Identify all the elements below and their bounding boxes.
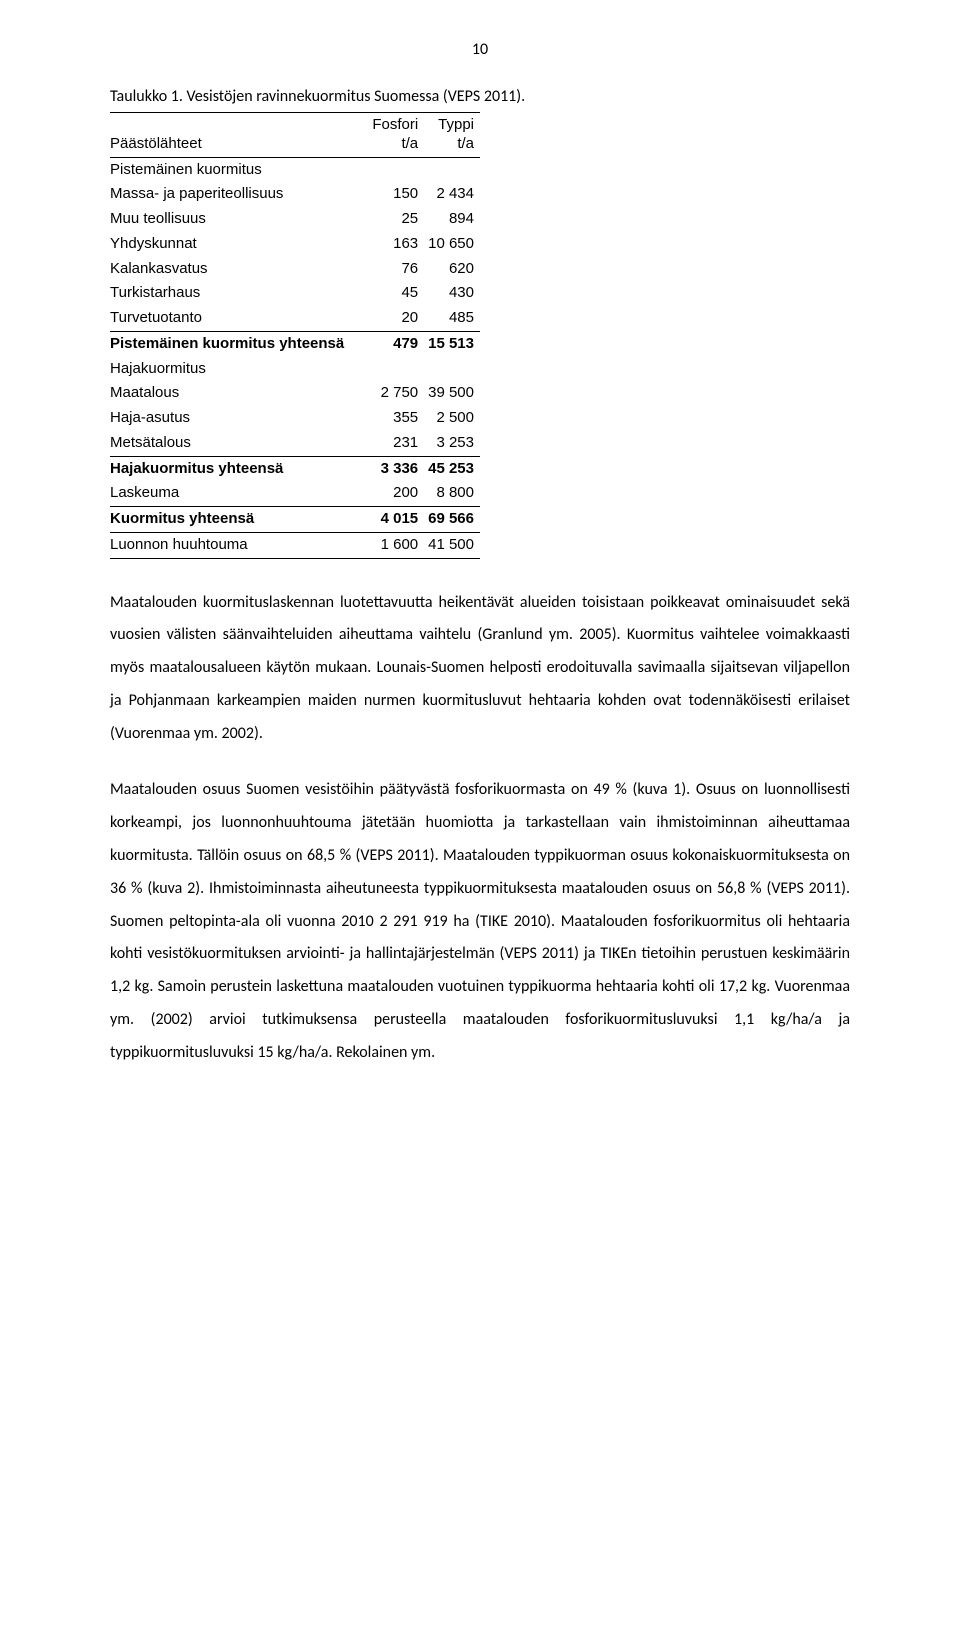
cell-c2: 3 253 — [424, 431, 480, 456]
header-col0: Päästölähteet — [110, 113, 368, 158]
header-col1-unit-bot: t/a — [401, 135, 418, 152]
data-table: Päästölähteet Fosfori t/a Typpi t/a Pist… — [110, 112, 480, 559]
header-col2-unit-bot: t/a — [457, 135, 474, 152]
cell-c2: 620 — [424, 257, 480, 282]
paragraph-1: Maatalouden kuormituslaskennan luotettav… — [110, 587, 850, 751]
cell-label: Muu teollisuus — [110, 207, 368, 232]
cell-c1: 231 — [368, 431, 424, 456]
cell-label: Laskeuma — [110, 481, 368, 506]
cell-c2: 430 — [424, 281, 480, 306]
cell-c1: 4 015 — [368, 507, 424, 533]
cell-c1 — [368, 357, 424, 382]
table-row: Pistemäinen kuormitus yhteensä 479 15 51… — [110, 331, 480, 356]
table-row: Hajakuormitus yhteensä 3 336 45 253 — [110, 456, 480, 481]
cell-label: Haja-asutus — [110, 406, 368, 431]
table-row: Turkistarhaus 45 430 — [110, 281, 480, 306]
cell-c1: 355 — [368, 406, 424, 431]
cell-label: Kalankasvatus — [110, 257, 368, 282]
header-col1: Fosfori t/a — [368, 113, 424, 158]
header-col2-unit-top: Typpi — [438, 116, 474, 133]
cell-label: Massa- ja paperiteollisuus — [110, 182, 368, 207]
header-col2: Typpi t/a — [424, 113, 480, 158]
table-row: Turvetuotanto 20 485 — [110, 306, 480, 331]
table-row: Haja-asutus 355 2 500 — [110, 406, 480, 431]
cell-c1: 3 336 — [368, 456, 424, 481]
table-row: Yhdyskunnat 163 10 650 — [110, 232, 480, 257]
cell-c2: 10 650 — [424, 232, 480, 257]
cell-label: Pistemäinen kuormitus yhteensä — [110, 331, 368, 356]
table-row: Kalankasvatus 76 620 — [110, 257, 480, 282]
table-header-row: Päästölähteet Fosfori t/a Typpi t/a — [110, 113, 480, 158]
cell-c1: 163 — [368, 232, 424, 257]
table-row: Muu teollisuus 25 894 — [110, 207, 480, 232]
cell-label: Hajakuormitus yhteensä — [110, 456, 368, 481]
cell-label: Maatalous — [110, 381, 368, 406]
cell-c1: 25 — [368, 207, 424, 232]
table-row: Laskeuma 200 8 800 — [110, 481, 480, 506]
paragraph-2: Maatalouden osuus Suomen vesistöihin pää… — [110, 774, 850, 1069]
cell-c2: 39 500 — [424, 381, 480, 406]
table-row: Metsätalous 231 3 253 — [110, 431, 480, 456]
cell-label: Turkistarhaus — [110, 281, 368, 306]
cell-c2: 485 — [424, 306, 480, 331]
cell-label: Metsätalous — [110, 431, 368, 456]
table-row: Kuormitus yhteensä 4 015 69 566 — [110, 507, 480, 533]
cell-c2: 41 500 — [424, 532, 480, 558]
cell-c1 — [368, 157, 424, 182]
page-number: 10 — [110, 40, 850, 59]
cell-c1: 1 600 — [368, 532, 424, 558]
page: 10 Taulukko 1. Vesistöjen ravinnekuormit… — [0, 0, 960, 1640]
cell-label: Pistemäinen kuormitus — [110, 157, 368, 182]
body-text: Maatalouden kuormituslaskennan luotettav… — [110, 587, 850, 1070]
cell-c1: 45 — [368, 281, 424, 306]
cell-label: Kuormitus yhteensä — [110, 507, 368, 533]
cell-c1: 200 — [368, 481, 424, 506]
cell-c2: 69 566 — [424, 507, 480, 533]
header-col1-unit-top: Fosfori — [372, 116, 418, 133]
table-caption: Taulukko 1. Vesistöjen ravinnekuormitus … — [110, 87, 850, 106]
cell-c2: 8 800 — [424, 481, 480, 506]
cell-c1: 20 — [368, 306, 424, 331]
cell-label: Luonnon huuhtouma — [110, 532, 368, 558]
cell-label: Turvetuotanto — [110, 306, 368, 331]
cell-c1: 150 — [368, 182, 424, 207]
cell-c2: 2 434 — [424, 182, 480, 207]
cell-c1: 2 750 — [368, 381, 424, 406]
cell-c1: 479 — [368, 331, 424, 356]
cell-label: Yhdyskunnat — [110, 232, 368, 257]
cell-c2: 894 — [424, 207, 480, 232]
cell-c2: 45 253 — [424, 456, 480, 481]
cell-c2 — [424, 157, 480, 182]
cell-c1: 76 — [368, 257, 424, 282]
cell-c2: 2 500 — [424, 406, 480, 431]
table-row: Maatalous 2 750 39 500 — [110, 381, 480, 406]
cell-label: Hajakuormitus — [110, 357, 368, 382]
table-row: Pistemäinen kuormitus — [110, 157, 480, 182]
cell-c2 — [424, 357, 480, 382]
table-row: Hajakuormitus — [110, 357, 480, 382]
table-row: Luonnon huuhtouma 1 600 41 500 — [110, 532, 480, 558]
cell-c2: 15 513 — [424, 331, 480, 356]
table-row: Massa- ja paperiteollisuus 150 2 434 — [110, 182, 480, 207]
